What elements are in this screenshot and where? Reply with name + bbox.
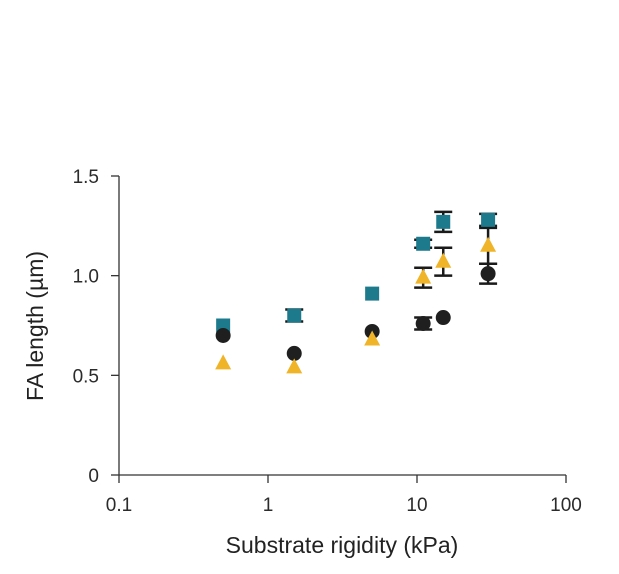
data-marks xyxy=(215,212,497,374)
square-point xyxy=(481,212,496,227)
x-axis-title: Substrate rigidity (kPa) xyxy=(226,532,459,558)
square-point xyxy=(287,308,302,323)
x-tick-label: 0.1 xyxy=(106,495,132,516)
square-point xyxy=(416,236,431,251)
triangle-point xyxy=(415,268,432,284)
circle-point xyxy=(435,310,451,326)
triangle-point xyxy=(364,330,381,346)
circle-point xyxy=(480,266,496,282)
y-axis-title: FA length (µm) xyxy=(22,251,48,401)
x-tick-label: 100 xyxy=(550,495,582,516)
y-tick-label: 0.5 xyxy=(73,366,99,387)
y-ticks: 0 0.5 1.0 1.5 xyxy=(73,167,119,487)
triangle-point xyxy=(215,354,232,370)
circle-point xyxy=(286,345,302,361)
x-tick-label: 1 xyxy=(263,495,274,516)
triangle-point xyxy=(480,236,497,252)
circle-point xyxy=(215,327,231,343)
square-point xyxy=(436,214,451,229)
x-tick-label: 10 xyxy=(406,495,427,516)
triangle-point xyxy=(435,252,452,268)
y-tick-label: 1.0 xyxy=(73,267,99,288)
triangle-point xyxy=(286,358,303,374)
square-point xyxy=(365,286,380,301)
y-tick-label: 0 xyxy=(88,466,99,487)
error-bars xyxy=(285,210,498,331)
x-ticks: 0.1 1 10 100 xyxy=(106,475,582,516)
circle-point xyxy=(415,316,431,332)
axes xyxy=(118,176,566,476)
y-tick-label: 1.5 xyxy=(73,167,99,188)
